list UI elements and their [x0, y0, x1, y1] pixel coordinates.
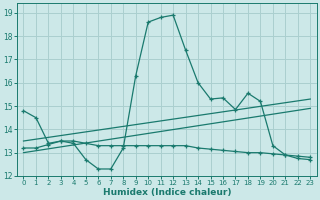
X-axis label: Humidex (Indice chaleur): Humidex (Indice chaleur) — [103, 188, 231, 197]
